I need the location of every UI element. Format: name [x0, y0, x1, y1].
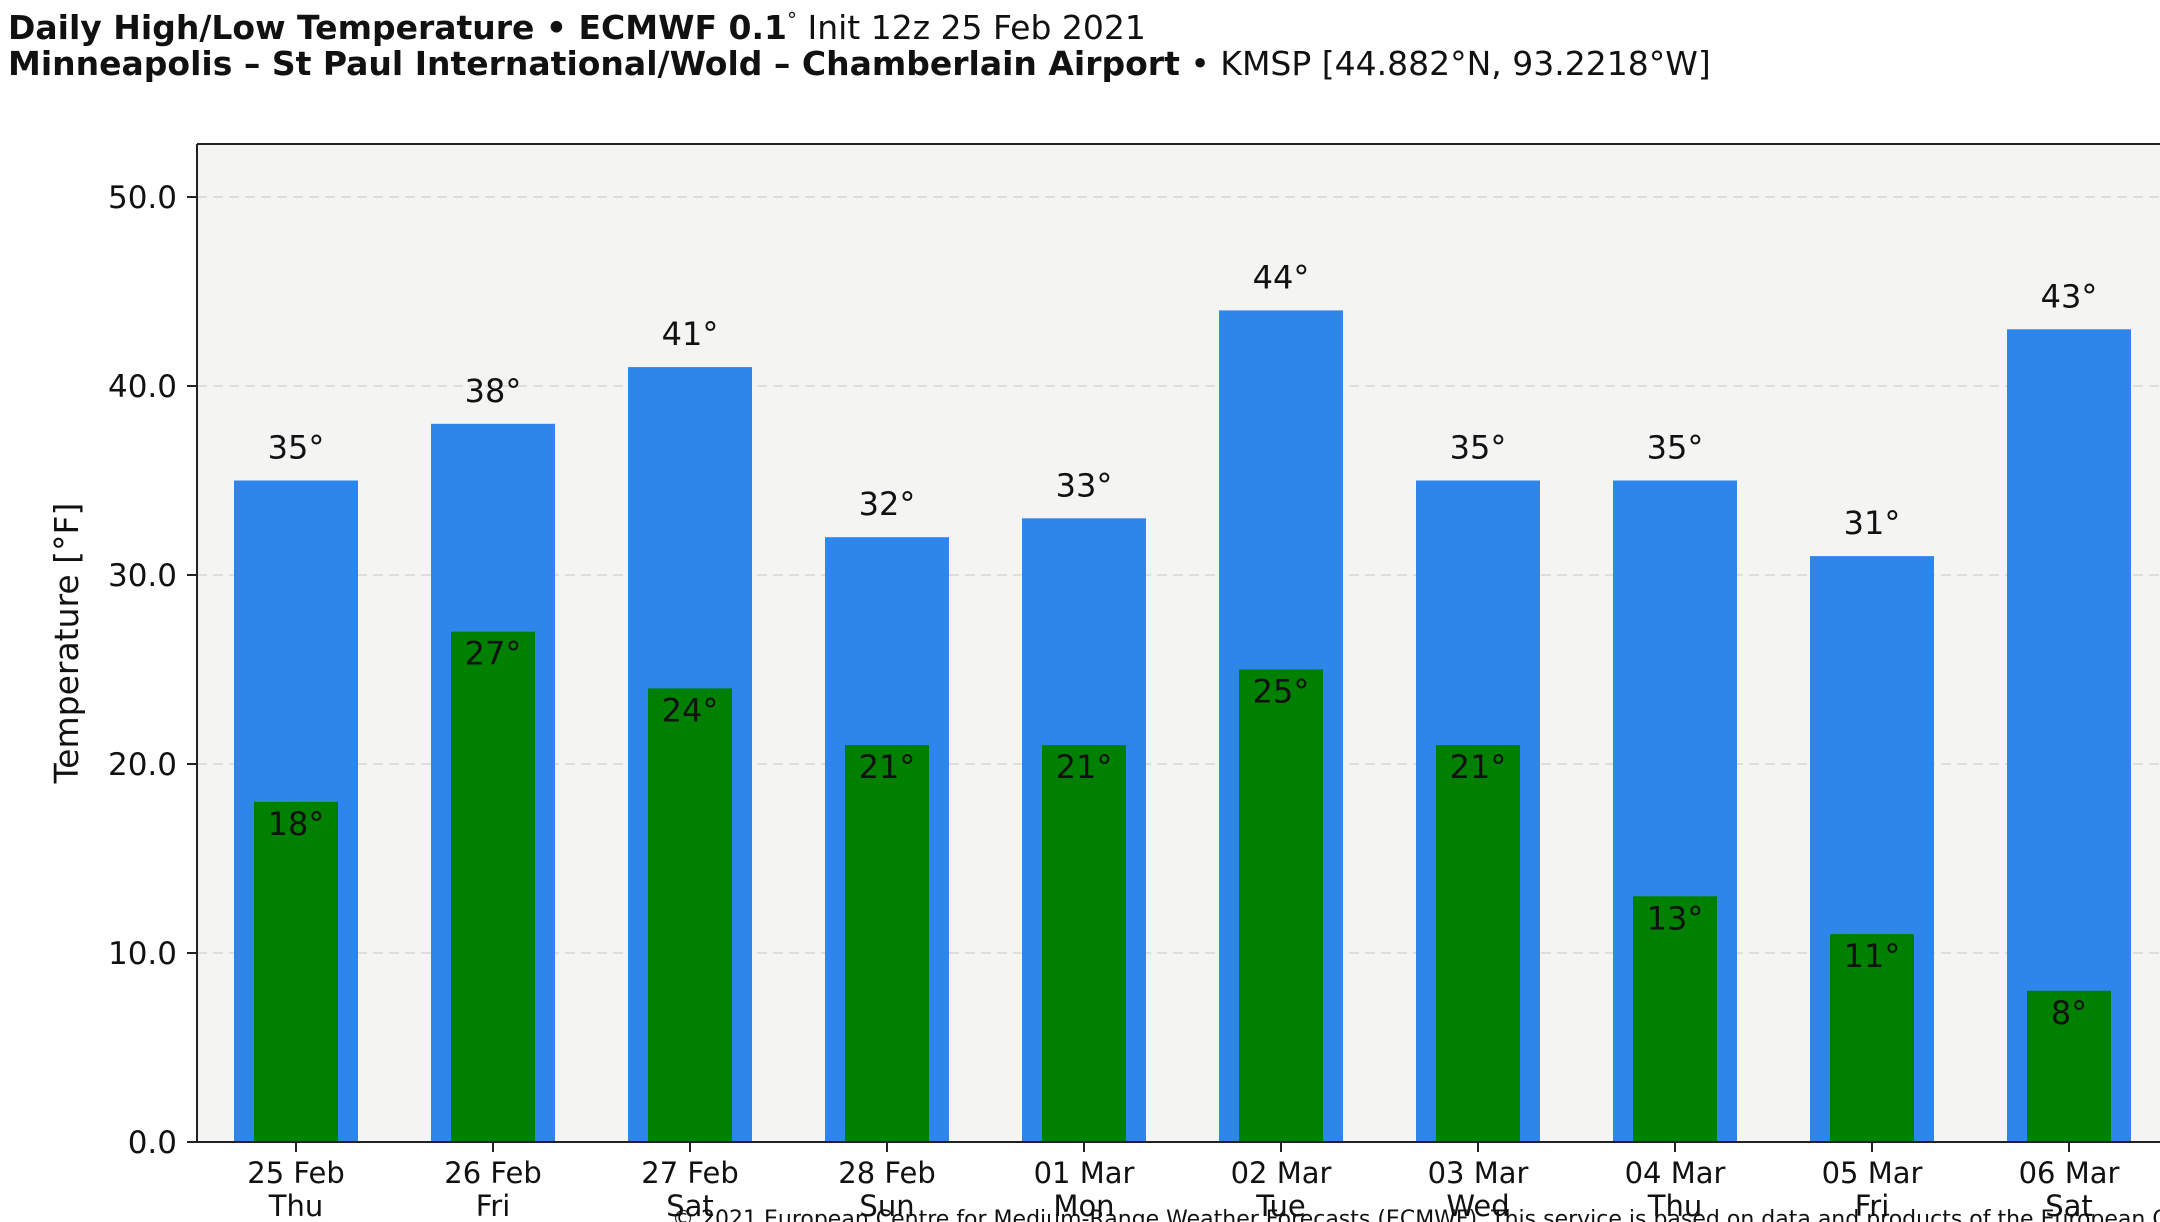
chart-header: Daily High/Low Temperature • ECMWF 0.1° … [8, 2, 1711, 82]
low-temp-label: 27° [465, 635, 522, 673]
y-axis: 0.0 10.0 20.0 30.0 40.0 50.0 [108, 180, 197, 1161]
value-labels: 35° 18° 38° 27° 41° 24° 32° 21° 33° 21° 44° 25° 35° 2… [268, 258, 2098, 1031]
low-temp-label: 21° [1056, 748, 1113, 786]
low-temp-bar [648, 688, 732, 1142]
x-tick-label-date: 04 Mar [1625, 1156, 1726, 1190]
high-temp-label: 41° [662, 315, 719, 353]
low-temp-label: 8° [2051, 994, 2087, 1032]
high-temp-label: 35° [1647, 429, 1704, 467]
title-degree: ° [786, 8, 797, 32]
bars [234, 310, 2131, 1143]
y-tick-label: 50.0 [108, 180, 177, 216]
x-tick-label-date: 28 Feb [838, 1156, 935, 1190]
x-tick-label-weekday: Thu [268, 1189, 323, 1222]
low-temp-bar [451, 631, 535, 1142]
low-temp-label: 13° [1647, 899, 1704, 937]
high-temp-label: 35° [1450, 429, 1507, 467]
x-tick-label-date: 26 Feb [444, 1156, 541, 1190]
high-temp-label: 43° [2041, 277, 2098, 315]
x-tick-label-weekday: Tue [1255, 1189, 1306, 1222]
x-tick-label-weekday: Mon [1053, 1189, 1114, 1222]
high-temp-label: 38° [465, 372, 522, 410]
low-temp-bar [1436, 745, 1520, 1142]
y-tick-label: 10.0 [108, 936, 177, 972]
title-line-2: Minneapolis – St Paul International/Wold… [8, 46, 1711, 82]
low-temp-bar [1042, 745, 1126, 1142]
high-temp-label: 31° [1844, 504, 1901, 542]
x-tick-label-weekday: Sat [2045, 1189, 2093, 1222]
low-temp-label: 11° [1844, 937, 1901, 975]
x-tick-label-weekday: Thu [1647, 1189, 1702, 1222]
x-tick-label-weekday: Fri [1855, 1189, 1890, 1222]
x-tick-label-date: 25 Feb [247, 1156, 344, 1190]
y-axis-title: Temperature [°F] [47, 503, 86, 785]
title-init: Init 12z 25 Feb 2021 [796, 8, 1146, 47]
low-temp-label: 21° [859, 748, 916, 786]
low-temp-bar [845, 745, 929, 1142]
low-temp-label: 18° [268, 805, 325, 843]
low-temp-bar [254, 801, 338, 1142]
x-tick-label-weekday: Sat [666, 1189, 714, 1222]
high-temp-label: 33° [1056, 466, 1113, 504]
x-tick-label-date: 06 Mar [2019, 1156, 2120, 1190]
x-tick-label-weekday: Sun [859, 1189, 914, 1222]
x-tick-label-date: 27 Feb [641, 1156, 738, 1190]
x-tick-label-date: 05 Mar [1822, 1156, 1923, 1190]
y-tick-label: 30.0 [108, 558, 177, 594]
station-name: Minneapolis – St Paul International/Wold… [8, 44, 1180, 83]
x-tick-label-date: 01 Mar [1034, 1156, 1135, 1190]
station-code: • KMSP [44.882°N, 93.2218°W] [1179, 44, 1711, 83]
low-temp-bar [2027, 990, 2111, 1142]
y-tick-label: 20.0 [108, 747, 177, 783]
title-line-1: Daily High/Low Temperature • ECMWF 0.1° … [8, 2, 1711, 46]
x-tick-label-weekday: Wed [1446, 1189, 1509, 1222]
x-tick-label-date: 03 Mar [1428, 1156, 1529, 1190]
low-temp-bar [1239, 669, 1323, 1142]
low-temp-label: 25° [1253, 673, 1310, 711]
x-tick-label-date: 02 Mar [1231, 1156, 1332, 1190]
low-temp-label: 21° [1450, 748, 1507, 786]
title-bold: Daily High/Low Temperature • ECMWF 0.1 [8, 8, 787, 47]
low-temp-bar [1633, 896, 1717, 1142]
high-temp-label: 35° [268, 429, 325, 467]
x-tick-label-weekday: Fri [476, 1189, 511, 1222]
low-temp-bar [1830, 934, 1914, 1142]
low-temp-label: 24° [662, 691, 719, 729]
y-tick-label: 40.0 [108, 369, 177, 405]
high-temp-label: 32° [859, 485, 916, 523]
high-temp-label: 44° [1253, 258, 1310, 296]
footer-copyright: © 2021 European Centre for Medium-Range … [672, 1207, 2160, 1222]
y-tick-label: 0.0 [128, 1125, 177, 1161]
